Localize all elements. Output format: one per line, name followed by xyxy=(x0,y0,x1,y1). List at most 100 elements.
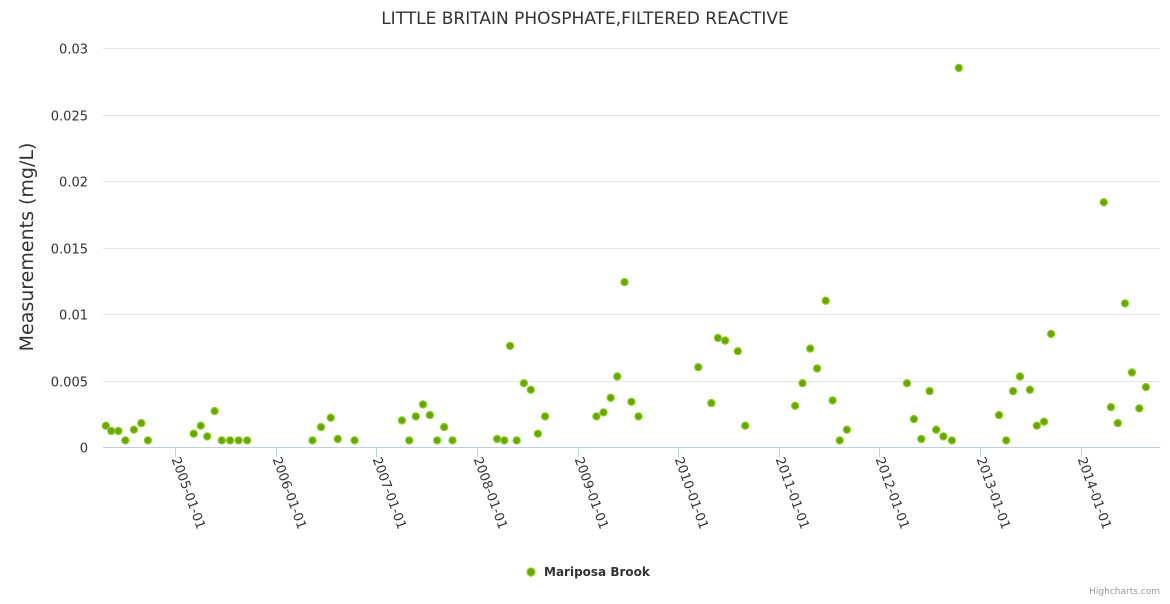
data-point[interactable] xyxy=(798,379,807,388)
data-point[interactable] xyxy=(114,426,123,436)
data-point[interactable] xyxy=(806,344,815,353)
data-point[interactable] xyxy=(1015,372,1025,381)
data-point[interactable] xyxy=(519,379,529,388)
data-point[interactable] xyxy=(308,436,317,445)
data-point[interactable] xyxy=(713,333,723,343)
data-point[interactable] xyxy=(129,425,139,434)
data-point[interactable] xyxy=(540,412,550,421)
x-tick-label: 2010-01-01 xyxy=(671,455,711,531)
data-point[interactable] xyxy=(143,436,153,445)
data-point[interactable] xyxy=(592,412,601,421)
y-tick-label: 0.01 xyxy=(59,309,88,324)
y-tick-label: 0.02 xyxy=(59,176,88,191)
data-point[interactable] xyxy=(828,396,837,405)
data-point[interactable] xyxy=(842,425,852,434)
legend[interactable]: Mariposa Brook xyxy=(526,565,651,579)
data-point[interactable] xyxy=(397,416,407,425)
data-point[interactable] xyxy=(902,379,912,388)
data-point[interactable] xyxy=(137,418,146,428)
data-point[interactable] xyxy=(405,436,414,445)
data-point[interactable] xyxy=(448,436,457,445)
data-point[interactable] xyxy=(350,436,359,445)
grid-lines xyxy=(103,48,1160,382)
data-point[interactable] xyxy=(500,436,509,445)
data-point[interactable] xyxy=(1135,404,1144,413)
data-point[interactable] xyxy=(1002,436,1011,445)
data-point[interactable] xyxy=(425,410,435,420)
data-point[interactable] xyxy=(217,436,226,445)
data-point[interactable] xyxy=(492,434,502,444)
data-point[interactable] xyxy=(932,425,941,434)
data-point[interactable] xyxy=(634,412,643,421)
data-point[interactable] xyxy=(720,336,730,345)
data-point[interactable] xyxy=(835,436,844,445)
credits-link[interactable]: Highcharts.com xyxy=(1089,587,1160,597)
data-point[interactable] xyxy=(1099,198,1109,207)
data-point[interactable] xyxy=(196,421,205,430)
data-point[interactable] xyxy=(512,436,521,445)
data-point[interactable] xyxy=(917,434,926,444)
data-point[interactable] xyxy=(994,410,1004,420)
data-point[interactable] xyxy=(1113,418,1123,428)
data-point[interactable] xyxy=(925,386,934,396)
data-point[interactable] xyxy=(1039,417,1049,426)
y-tick-label: 0.015 xyxy=(51,243,88,258)
data-point[interactable] xyxy=(954,63,964,73)
data-point[interactable] xyxy=(333,434,342,444)
data-point[interactable] xyxy=(741,421,750,430)
data-point[interactable] xyxy=(1120,299,1130,308)
x-tick-label: 2006-01-01 xyxy=(269,455,309,531)
data-point[interactable] xyxy=(101,421,111,430)
data-point[interactable] xyxy=(733,347,743,356)
data-point[interactable] xyxy=(440,422,449,432)
data-point[interactable] xyxy=(599,408,608,417)
data-point[interactable] xyxy=(432,436,442,445)
data-point[interactable] xyxy=(418,400,428,409)
data-point[interactable] xyxy=(1141,382,1151,392)
data-point[interactable] xyxy=(613,372,622,381)
data-point[interactable] xyxy=(627,397,636,406)
data-point[interactable] xyxy=(812,364,822,373)
data-point[interactable] xyxy=(107,426,116,436)
data-point[interactable] xyxy=(707,398,716,408)
data-point[interactable] xyxy=(1127,368,1137,377)
data-point[interactable] xyxy=(939,432,948,441)
data-point[interactable] xyxy=(210,406,219,416)
x-tick-label: 2005-01-01 xyxy=(168,455,208,531)
data-point[interactable] xyxy=(189,429,198,438)
data-point[interactable] xyxy=(202,432,212,441)
y-axis-ticks: 0 0.005 0.01 0.015 0.02 0.025 0.03 xyxy=(51,43,88,457)
x-tick-label: 2007-01-01 xyxy=(369,455,409,531)
legend-marker-mariposa-brook[interactable] xyxy=(526,567,536,577)
data-point[interactable] xyxy=(234,436,243,445)
data-point[interactable] xyxy=(316,422,326,432)
data-points xyxy=(101,63,1151,445)
x-tick-label: 2011-01-01 xyxy=(772,455,812,531)
data-point[interactable] xyxy=(1008,386,1018,396)
data-point[interactable] xyxy=(1025,385,1035,394)
data-point[interactable] xyxy=(606,393,615,402)
data-point[interactable] xyxy=(526,385,536,394)
data-point[interactable] xyxy=(242,436,252,445)
data-point[interactable] xyxy=(411,412,420,421)
data-point[interactable] xyxy=(790,401,800,410)
data-point[interactable] xyxy=(909,414,919,424)
data-point[interactable] xyxy=(1106,402,1116,412)
data-point[interactable] xyxy=(694,363,703,372)
data-point[interactable] xyxy=(121,436,130,445)
data-point[interactable] xyxy=(533,429,543,438)
data-point[interactable] xyxy=(225,436,235,445)
data-point[interactable] xyxy=(326,413,335,422)
data-point[interactable] xyxy=(947,436,957,445)
data-point[interactable] xyxy=(1032,421,1042,430)
data-point[interactable] xyxy=(505,341,515,351)
y-tick-label: 0.005 xyxy=(51,376,88,391)
data-point[interactable] xyxy=(620,277,629,287)
data-point[interactable] xyxy=(1046,329,1056,339)
data-point[interactable] xyxy=(821,296,830,305)
y-tick-label: 0.025 xyxy=(51,110,88,125)
x-tick-label: 2008-01-01 xyxy=(470,455,510,531)
legend-label-mariposa-brook[interactable]: Mariposa Brook xyxy=(544,565,651,579)
